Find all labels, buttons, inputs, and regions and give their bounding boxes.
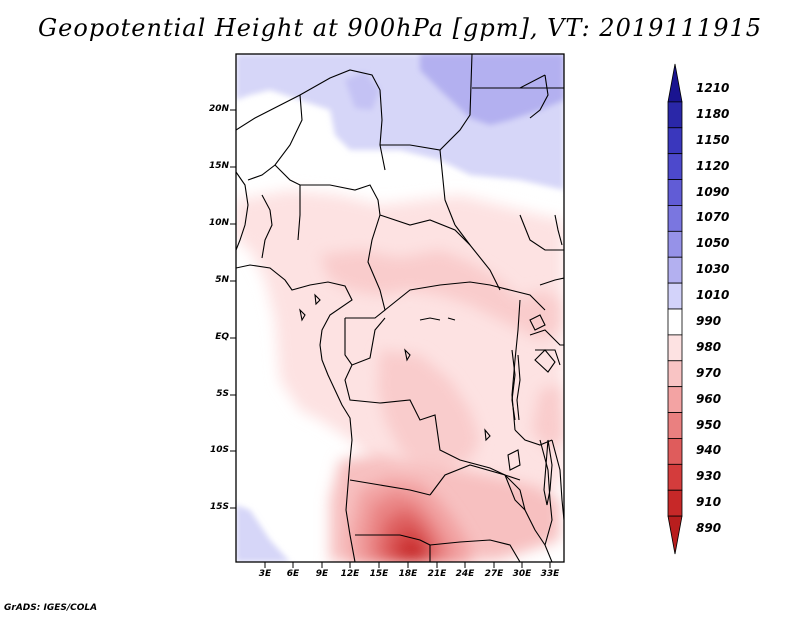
colorbar-swatch — [667, 412, 683, 439]
lon-label: 3E — [258, 569, 272, 579]
colorbar-swatch — [667, 515, 683, 555]
colorbar-swatch — [667, 463, 683, 491]
colorbar-label: 1120 — [696, 158, 730, 173]
colorbar-swatch — [667, 282, 683, 310]
lat-label: 5N — [215, 275, 229, 285]
height-field — [236, 54, 564, 562]
colorbar-label: 1180 — [696, 106, 730, 121]
colorbar-swatch — [667, 63, 683, 103]
colorbar-swatch — [667, 127, 683, 155]
lon-label: 30E — [512, 569, 532, 579]
colorbar-label: 1150 — [696, 132, 730, 147]
credit-text: GrADS: IGES/COLA — [4, 603, 98, 613]
colorbar-swatch — [667, 230, 683, 258]
lon-label: 33E — [540, 569, 560, 579]
colorbar-swatch — [667, 386, 683, 413]
colorbar-label: 970 — [696, 365, 722, 380]
colorbar-label: 1090 — [696, 184, 730, 199]
colorbar-swatch — [667, 438, 683, 465]
colorbar-label: 980 — [696, 339, 722, 354]
colorbar-swatch — [667, 489, 683, 517]
colorbar-swatch — [667, 153, 683, 180]
colorbar-label: 1210 — [696, 80, 730, 95]
colorbar-label: 990 — [696, 313, 722, 328]
colorbar-swatch — [667, 256, 683, 284]
colorbar-swatch — [667, 334, 683, 362]
colorbar-swatch — [667, 308, 683, 336]
colorbar-label: 1070 — [696, 210, 730, 225]
colorbar-label: 930 — [696, 469, 722, 484]
colorbar-label: 1030 — [696, 262, 730, 277]
lon-label: 27E — [484, 569, 504, 579]
colorbar-label: 1050 — [696, 236, 730, 251]
lat-label: 10S — [209, 445, 229, 455]
colorbar-swatch — [667, 360, 683, 388]
colorbar-label: 910 — [696, 495, 722, 510]
lat-label: 5S — [216, 389, 229, 399]
colorbar-label: 890 — [696, 521, 722, 536]
lon-label: 12E — [340, 569, 360, 579]
lon-label: 24E — [455, 569, 475, 579]
lon-label: 6E — [286, 569, 300, 579]
coastlines-borders — [236, 54, 564, 562]
lat-label: 10N — [208, 218, 229, 228]
high-region-northeast — [345, 54, 564, 125]
colorbar-label: 940 — [696, 443, 722, 458]
map-title: Geopotential Height at 900hPa [gpm], VT:… — [38, 14, 762, 42]
lat-label: 20N — [208, 104, 229, 114]
lat-label: 15S — [209, 502, 229, 512]
lon-label: 9E — [315, 569, 329, 579]
lat-label: EQ — [215, 332, 229, 342]
colorbar-swatches — [667, 63, 683, 555]
lon-label: 18E — [398, 569, 418, 579]
lon-label: 21E — [427, 569, 447, 579]
colorbar-label: 960 — [696, 391, 722, 406]
colorbar-label: 1010 — [696, 288, 730, 303]
colorbar-swatch — [667, 179, 683, 206]
axis-ticks — [230, 109, 551, 568]
lon-label: 15E — [369, 569, 389, 579]
plot-frame — [235, 53, 565, 563]
lat-label: 15N — [208, 161, 229, 171]
colorbar-swatch — [667, 205, 683, 232]
colorbar-swatch — [667, 101, 683, 129]
colorbar-label: 950 — [696, 417, 722, 432]
